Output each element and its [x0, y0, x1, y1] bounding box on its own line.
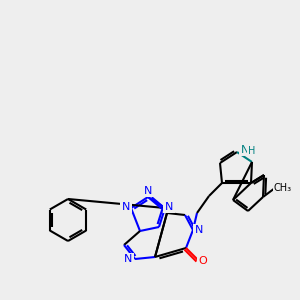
Text: N: N [144, 186, 152, 196]
Text: N: N [195, 225, 203, 235]
Text: N: N [165, 202, 173, 212]
Text: CH₃: CH₃ [274, 183, 292, 193]
Text: N: N [241, 145, 249, 155]
Text: O: O [199, 256, 207, 266]
Text: N: N [122, 202, 130, 212]
Text: N: N [124, 254, 132, 264]
Text: H: H [248, 146, 256, 156]
